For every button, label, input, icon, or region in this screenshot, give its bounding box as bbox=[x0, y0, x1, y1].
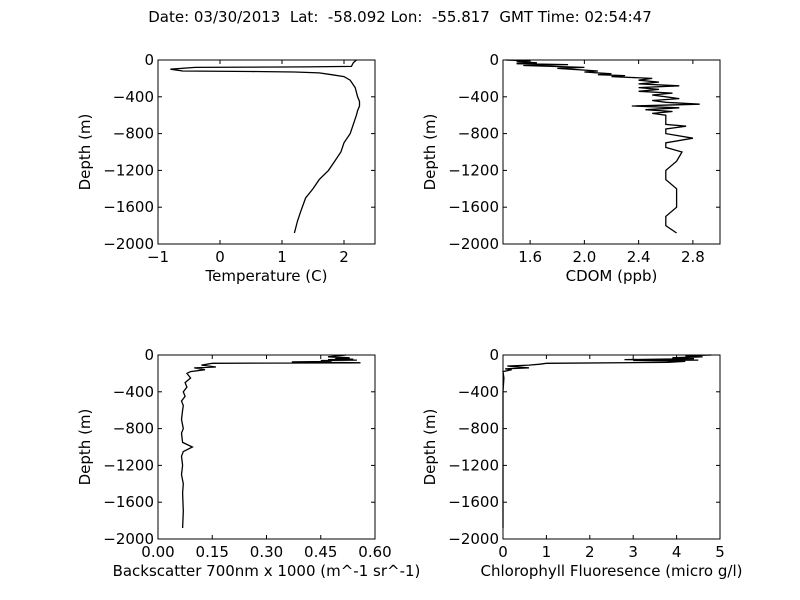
x-axis-label-temperature: Temperature (C) bbox=[205, 267, 328, 285]
figure-title: Date: 03/30/2013 Lat: -58.092 Lon: -55.8… bbox=[148, 8, 652, 26]
x-tick-label-backscatter: 0.00 bbox=[141, 543, 174, 561]
x-axis-label-cdom: CDOM (ppb) bbox=[566, 267, 658, 285]
plot-frame-backscatter bbox=[157, 354, 376, 540]
y-tick-label-temperature: −1200 bbox=[103, 161, 154, 179]
x-tick-label-chlorophyll: 0 bbox=[498, 543, 508, 561]
y-tick-label-cdom: −800 bbox=[458, 125, 499, 143]
x-tick-label-backscatter: 0.45 bbox=[304, 543, 337, 561]
x-tick-label-backscatter: 0.60 bbox=[358, 543, 391, 561]
x-tick-label-chlorophyll: 4 bbox=[672, 543, 682, 561]
x-tick-label-cdom: 2.0 bbox=[572, 248, 596, 266]
chart-cdom: 1.6 2.0 2.4 2.8 0 −400 −800 −1200 −1600 −2000 CDOM… bbox=[421, 51, 721, 285]
series-line-cdom-0 bbox=[505, 59, 700, 234]
y-tick-label-temperature: −2000 bbox=[103, 235, 154, 253]
x-tick-label-cdom: 2.4 bbox=[627, 248, 651, 266]
series-line-temperature-0 bbox=[170, 59, 361, 234]
y-tick-label-backscatter: −2000 bbox=[103, 530, 154, 548]
y-tick-label-backscatter: −400 bbox=[113, 383, 154, 401]
y-tick-label-temperature: −800 bbox=[113, 125, 154, 143]
y-tick-label-temperature: −1600 bbox=[103, 198, 154, 216]
x-tick-label-backscatter: 0.15 bbox=[196, 543, 229, 561]
y-tick-label-temperature: −400 bbox=[113, 88, 154, 106]
x-tick-label-temperature: −1 bbox=[147, 248, 169, 266]
y-axis-label-chlorophyll: Depth (m) bbox=[421, 409, 439, 486]
x-tick-label-backscatter: 0.30 bbox=[250, 543, 283, 561]
y-tick-label-cdom: −1200 bbox=[448, 161, 499, 179]
y-tick-label-cdom: 0 bbox=[489, 51, 499, 69]
plot-frame-temperature bbox=[157, 59, 376, 245]
x-tick-label-chlorophyll: 3 bbox=[628, 543, 638, 561]
chart-backscatter: 0.00 0.15 0.30 0.45 0.60 0 −400 −800 −1200 −1600 −… bbox=[76, 346, 420, 580]
x-tick-label-chlorophyll: 1 bbox=[542, 543, 552, 561]
y-tick-label-backscatter: 0 bbox=[144, 346, 154, 364]
y-axis-label-backscatter: Depth (m) bbox=[76, 409, 94, 486]
x-tick-label-chlorophyll: 5 bbox=[715, 543, 725, 561]
x-tick-label-temperature: 2 bbox=[339, 248, 349, 266]
y-tick-label-chlorophyll: −400 bbox=[458, 383, 499, 401]
y-tick-label-backscatter: −800 bbox=[113, 420, 154, 438]
y-tick-label-cdom: −400 bbox=[458, 88, 499, 106]
y-tick-label-temperature: 0 bbox=[144, 51, 154, 69]
y-tick-label-chlorophyll: 0 bbox=[489, 346, 499, 364]
chart-temperature: −1 0 1 2 0 −400 −800 −1200 −1600 −2000 Temperature… bbox=[76, 51, 376, 285]
y-tick-label-chlorophyll: −2000 bbox=[448, 530, 499, 548]
x-tick-label-cdom: 1.6 bbox=[518, 248, 542, 266]
chart-chlorophyll: 0 1 2 3 4 5 0 −400 −800 −1200 −1600 −2000 Chlorophyl… bbox=[421, 346, 742, 580]
y-tick-label-cdom: −1600 bbox=[448, 198, 499, 216]
x-axis-label-backscatter: Backscatter 700nm x 1000 (m^-1 sr^-1) bbox=[113, 562, 421, 580]
plot-frame-chlorophyll bbox=[502, 354, 721, 540]
x-tick-label-temperature: 1 bbox=[277, 248, 287, 266]
y-tick-label-cdom: −2000 bbox=[448, 235, 499, 253]
y-axis-label-cdom: Depth (m) bbox=[421, 114, 439, 191]
plot-frame-cdom bbox=[502, 59, 721, 245]
x-tick-label-temperature: 0 bbox=[215, 248, 225, 266]
series-line-chlorophyll-0 bbox=[502, 354, 712, 528]
y-tick-label-chlorophyll: −1200 bbox=[448, 456, 499, 474]
x-tick-label-cdom: 2.8 bbox=[681, 248, 705, 266]
series-line-backscatter-0 bbox=[180, 354, 361, 529]
y-tick-label-backscatter: −1600 bbox=[103, 493, 154, 511]
x-axis-label-chlorophyll: Chlorophyll Fluoresence (micro g/l) bbox=[481, 562, 743, 580]
y-tick-label-chlorophyll: −800 bbox=[458, 420, 499, 438]
y-tick-label-chlorophyll: −1600 bbox=[448, 493, 499, 511]
y-axis-label-temperature: Depth (m) bbox=[76, 114, 94, 191]
y-tick-label-backscatter: −1200 bbox=[103, 456, 154, 474]
x-tick-label-chlorophyll: 2 bbox=[585, 543, 595, 561]
